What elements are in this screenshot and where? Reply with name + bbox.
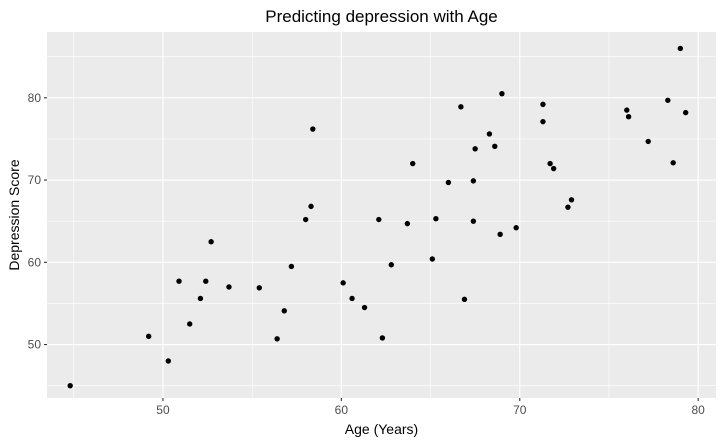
data-point	[165, 358, 172, 364]
data-points	[67, 45, 689, 389]
data-point	[677, 45, 684, 52]
data-point	[340, 280, 346, 286]
data-point	[361, 304, 368, 311]
data-point	[376, 216, 382, 223]
data-point	[187, 321, 193, 327]
data-point	[625, 114, 632, 120]
data-point	[429, 256, 436, 262]
x-tick-label: 60	[335, 403, 349, 417]
x-tick-label: 70	[513, 403, 527, 417]
y-tick-label: 50	[28, 338, 42, 352]
data-point	[203, 278, 209, 284]
data-point	[682, 109, 689, 116]
data-point	[145, 333, 152, 340]
y-tick-label: 80	[28, 91, 42, 105]
data-point	[410, 160, 416, 167]
data-point	[540, 118, 546, 125]
data-point	[470, 218, 477, 224]
data-point	[470, 178, 477, 184]
data-point	[256, 285, 262, 291]
y-axis-label: Depression Score	[6, 159, 22, 270]
data-point	[568, 197, 575, 203]
data-point	[388, 262, 395, 268]
plot-panel	[47, 32, 716, 398]
grid-lines	[47, 32, 716, 398]
data-point	[565, 204, 571, 210]
data-point	[274, 336, 280, 342]
data-point	[550, 165, 557, 172]
data-point	[645, 138, 651, 145]
data-point	[492, 143, 498, 150]
data-point	[226, 284, 232, 290]
y-tick-label: 60	[28, 255, 42, 269]
x-tick-label: 50	[156, 403, 170, 417]
chart-title: Predicting depression with Age	[265, 7, 497, 26]
data-point	[624, 107, 630, 113]
data-point	[197, 295, 204, 302]
data-point	[302, 216, 309, 223]
data-point	[540, 101, 546, 108]
data-point	[472, 146, 478, 152]
data-point	[486, 131, 493, 137]
data-point	[665, 97, 671, 103]
data-point	[670, 160, 676, 166]
data-point	[288, 263, 295, 270]
data-point	[310, 126, 316, 132]
data-point	[497, 231, 503, 238]
data-point	[208, 239, 214, 245]
data-point	[176, 278, 182, 284]
x-axis-label: Age (Years)	[345, 421, 418, 437]
data-point	[499, 90, 505, 97]
x-tick-label: 80	[691, 403, 705, 417]
y-tick-label: 70	[28, 173, 42, 187]
axes: 50 60 70 80 50 60 70 80	[28, 91, 706, 417]
data-point	[513, 225, 519, 231]
data-point	[547, 160, 553, 167]
data-point	[458, 104, 464, 110]
data-point	[404, 220, 411, 227]
data-point	[308, 203, 314, 210]
data-point	[461, 296, 468, 303]
data-point	[445, 179, 452, 186]
data-point	[349, 295, 355, 302]
data-point	[379, 335, 386, 341]
data-point	[67, 382, 73, 389]
data-point	[281, 308, 287, 314]
data-point	[433, 216, 439, 222]
